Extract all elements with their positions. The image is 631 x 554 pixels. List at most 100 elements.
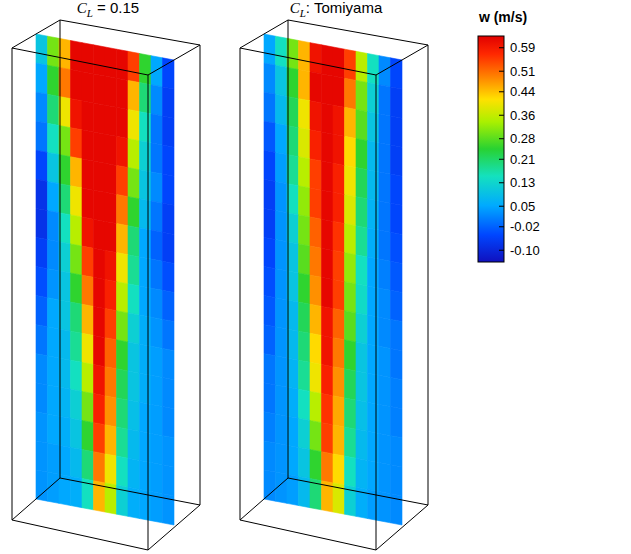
cell — [287, 242, 299, 273]
cell — [276, 123, 288, 154]
cell — [310, 275, 322, 306]
cell — [333, 250, 345, 281]
cell — [379, 172, 391, 203]
cell — [105, 192, 117, 223]
cell — [345, 427, 357, 458]
cell — [48, 94, 60, 125]
cell — [105, 309, 117, 340]
box-edge — [240, 48, 241, 520]
cell — [151, 143, 163, 174]
cell — [322, 306, 334, 337]
cell — [163, 116, 175, 147]
cell — [117, 340, 129, 371]
cell — [379, 375, 391, 406]
cell — [128, 458, 140, 489]
slice — [264, 34, 402, 525]
cell — [71, 331, 83, 362]
cell — [356, 226, 368, 257]
cell — [391, 261, 403, 292]
cell — [368, 431, 380, 462]
box-edge — [60, 478, 200, 505]
cell — [379, 404, 391, 435]
cell — [299, 389, 311, 420]
cell — [356, 284, 368, 315]
cell — [71, 99, 83, 130]
cell — [151, 375, 163, 406]
cell — [391, 174, 403, 205]
colorbar-tick — [499, 71, 504, 72]
box-edge — [240, 20, 288, 48]
cell — [163, 232, 175, 263]
cell — [48, 327, 60, 358]
cell — [391, 58, 403, 89]
box-edge — [148, 75, 149, 550]
cell — [151, 288, 163, 319]
cell — [48, 36, 60, 67]
cell — [299, 447, 311, 478]
cell — [163, 319, 175, 350]
colorbar-label: -0.02 — [510, 219, 540, 234]
box-edge — [12, 520, 148, 550]
cell — [333, 192, 345, 223]
cell — [82, 420, 94, 451]
box-edge — [12, 48, 13, 520]
cell — [368, 344, 380, 375]
cell — [71, 360, 83, 391]
cell — [128, 400, 140, 431]
cell — [128, 284, 140, 315]
cell — [391, 116, 403, 147]
colorbar-tick — [499, 250, 504, 251]
colorbar-tick — [499, 91, 504, 92]
cell — [345, 398, 357, 429]
cell — [94, 277, 106, 308]
cell — [94, 161, 106, 192]
cell — [140, 199, 152, 230]
cell — [379, 317, 391, 348]
cell — [48, 181, 60, 212]
cell — [379, 114, 391, 145]
cell — [82, 101, 94, 132]
box-edge — [428, 45, 429, 505]
cell — [117, 224, 129, 255]
cell — [128, 139, 140, 170]
cell — [140, 402, 152, 433]
cell — [356, 400, 368, 431]
cell — [82, 362, 94, 393]
colorbar-label: 0.05 — [510, 199, 535, 214]
cell — [310, 159, 322, 190]
colorbar-tick — [499, 138, 504, 139]
cell — [356, 197, 368, 228]
cell — [333, 105, 345, 136]
cell — [379, 201, 391, 232]
cell — [59, 358, 71, 389]
cell — [276, 240, 288, 271]
cell — [82, 43, 94, 74]
colorbar-tick — [499, 47, 504, 48]
cell — [299, 331, 311, 362]
cell — [264, 150, 276, 181]
cell — [322, 248, 334, 279]
cell — [356, 80, 368, 111]
cell — [345, 194, 357, 225]
cell — [368, 286, 380, 317]
cell — [287, 416, 299, 447]
cell — [59, 38, 71, 69]
cell — [333, 425, 345, 456]
slice — [36, 34, 174, 525]
cell — [36, 92, 48, 123]
cell — [322, 219, 334, 250]
cell — [36, 470, 48, 501]
cell — [391, 465, 403, 496]
cell — [163, 465, 175, 496]
cell — [151, 85, 163, 116]
cell — [36, 296, 48, 327]
cell — [163, 290, 175, 321]
cell — [105, 454, 117, 485]
cell — [276, 385, 288, 416]
cell — [48, 211, 60, 242]
cell — [59, 242, 71, 273]
cell — [287, 126, 299, 157]
colorbar-tick — [499, 115, 504, 116]
cell — [94, 132, 106, 163]
cell — [356, 255, 368, 286]
